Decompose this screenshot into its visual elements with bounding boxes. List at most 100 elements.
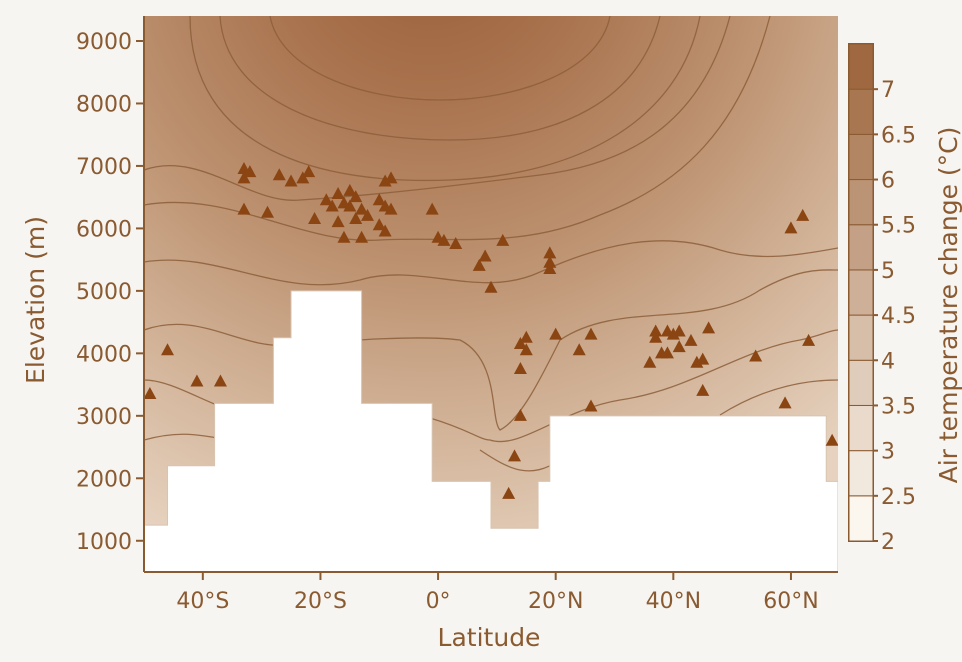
terrain-mask [144, 290, 838, 572]
colorbar-tick-label: 4 [881, 349, 895, 374]
site-marker [778, 396, 792, 409]
colorbar-tick-label: 6 [881, 169, 895, 194]
site-marker [584, 327, 598, 340]
site-marker [660, 346, 674, 359]
site-marker [284, 174, 298, 187]
site-marker [508, 449, 522, 462]
site-marker [649, 324, 663, 337]
y-tick-label: 2000 [76, 467, 132, 492]
site-marker [649, 330, 663, 343]
site-marker [372, 218, 386, 231]
colorbar-tick-label: 2 [881, 530, 895, 555]
colorbar-cell [848, 314, 874, 361]
colorbar-cell [848, 269, 874, 316]
colorbar-tick-label: 6.5 [881, 123, 916, 148]
colorbar-tick-label: 5.5 [881, 214, 916, 239]
site-marker [378, 174, 392, 187]
site-marker [690, 355, 704, 368]
site-marker [308, 212, 322, 225]
site-marker [672, 340, 686, 353]
y-tick-label: 4000 [76, 342, 132, 367]
colorbar-cell [848, 359, 874, 406]
colorbar-tick-label: 2.5 [881, 485, 916, 510]
plot-area [144, 16, 838, 572]
x-tick-label: 0° [426, 589, 451, 614]
site-marker [190, 374, 204, 387]
site-marker [702, 321, 716, 334]
site-marker [325, 199, 339, 212]
colorbar-title: Air temperature change (°C) [934, 127, 962, 484]
colorbar: 2 2.5 3 3.5 4 4.5 5 5.5 6 6.5 7 Air temperature ch… [848, 43, 962, 555]
site-marker [502, 486, 516, 499]
site-marker [543, 246, 557, 259]
site-marker [672, 324, 686, 337]
colorbar-tick-label: 3 [881, 440, 895, 465]
site-marker [360, 208, 374, 221]
y-tick-label: 3000 [76, 405, 132, 430]
site-marker [355, 202, 369, 215]
y-ticks: 1000 2000 3000 4000 5000 6000 7000 8000 9000 [76, 30, 144, 555]
site-marker [243, 165, 257, 178]
site-marker [302, 165, 316, 178]
colorbar-cells [848, 43, 874, 542]
x-tick-label: 20°S [294, 589, 347, 614]
site-markers [144, 162, 838, 499]
y-tick-label: 1000 [76, 530, 132, 555]
colorbar-cell [848, 43, 874, 90]
site-marker [802, 333, 816, 346]
site-marker [513, 336, 527, 349]
colorbar-cell [848, 179, 874, 226]
site-marker [572, 343, 586, 356]
colorbar-cell [848, 450, 874, 497]
site-marker [272, 168, 286, 181]
site-marker [237, 171, 251, 184]
site-marker [343, 183, 357, 196]
colorbar-tick-label: 7 [881, 78, 895, 103]
site-marker [425, 202, 439, 215]
site-marker [437, 233, 451, 246]
site-marker [144, 386, 157, 399]
y-tick-label: 8000 [76, 92, 132, 117]
site-marker [519, 330, 533, 343]
site-marker [213, 374, 227, 387]
site-marker [543, 262, 557, 275]
site-marker [449, 237, 463, 250]
site-marker [513, 361, 527, 374]
x-tick-label: 60°N [763, 589, 818, 614]
y-axis-title: Elevation (m) [21, 216, 50, 384]
site-marker [643, 355, 657, 368]
x-ticks: 40°S 20°S 0° 20°N 40°N 60°N [176, 572, 819, 614]
site-marker [584, 399, 598, 412]
site-marker [749, 349, 763, 362]
y-tick-label: 7000 [76, 155, 132, 180]
site-marker [378, 224, 392, 237]
colorbar-tick-label: 4.5 [881, 304, 916, 329]
site-marker [784, 221, 798, 234]
site-marker [666, 327, 680, 340]
site-marker [484, 280, 498, 293]
site-marker [696, 383, 710, 396]
colorbar-tick-label: 3.5 [881, 394, 916, 419]
site-marker [349, 190, 363, 203]
y-tick-label: 6000 [76, 217, 132, 242]
site-marker [331, 187, 345, 200]
site-marker [519, 343, 533, 356]
site-marker [349, 212, 363, 225]
site-marker [331, 215, 345, 228]
site-marker [472, 258, 486, 271]
site-marker [549, 327, 563, 340]
x-axis-title: Latitude [438, 623, 541, 652]
site-marker [296, 171, 310, 184]
colorbar-tick-label: 5 [881, 259, 895, 284]
x-tick-label: 40°N [646, 589, 701, 614]
site-marker [161, 343, 175, 356]
site-marker [319, 193, 333, 206]
site-marker [355, 230, 369, 243]
y-tick-label: 5000 [76, 280, 132, 305]
x-tick-label: 20°N [528, 589, 583, 614]
site-marker [372, 193, 386, 206]
colorbar-cell [848, 88, 874, 135]
site-marker [343, 199, 357, 212]
site-marker [496, 233, 510, 246]
